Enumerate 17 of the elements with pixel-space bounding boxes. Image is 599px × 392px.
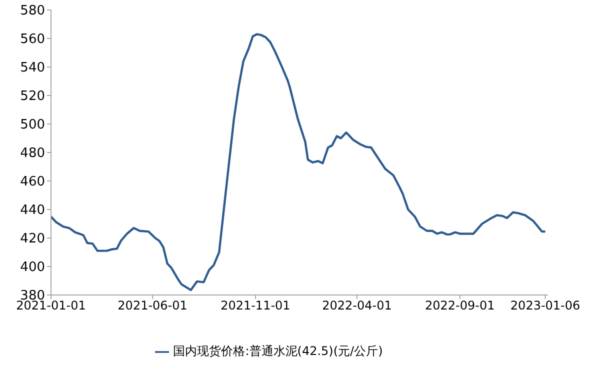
legend-label: 国内现货价格:普通水泥(42.5)(元/公斤): [173, 344, 383, 358]
y-tick-label: 460: [20, 174, 45, 190]
y-tick-label: 580: [20, 4, 45, 19]
y-tick-label: 500: [20, 118, 45, 133]
y-tick-label: 520: [20, 89, 45, 104]
x-tick-label: 2022-04-01: [322, 298, 392, 313]
x-tick-label: 2023-01-06: [510, 298, 580, 313]
y-tick-label: 560: [20, 32, 45, 48]
line-series: [51, 33, 546, 292]
y-tick-label: 440: [20, 203, 45, 218]
y-tick-label: 480: [20, 146, 45, 162]
x-tick-label: 2021-11-01: [220, 298, 290, 313]
x-tick-label: 2021-06-01: [118, 298, 188, 313]
x-tick-label: 2022-09-01: [425, 298, 495, 313]
y-tick-label: 400: [20, 260, 45, 276]
y-tick-label: 540: [20, 60, 45, 76]
y-tick-label: 420: [20, 232, 45, 247]
